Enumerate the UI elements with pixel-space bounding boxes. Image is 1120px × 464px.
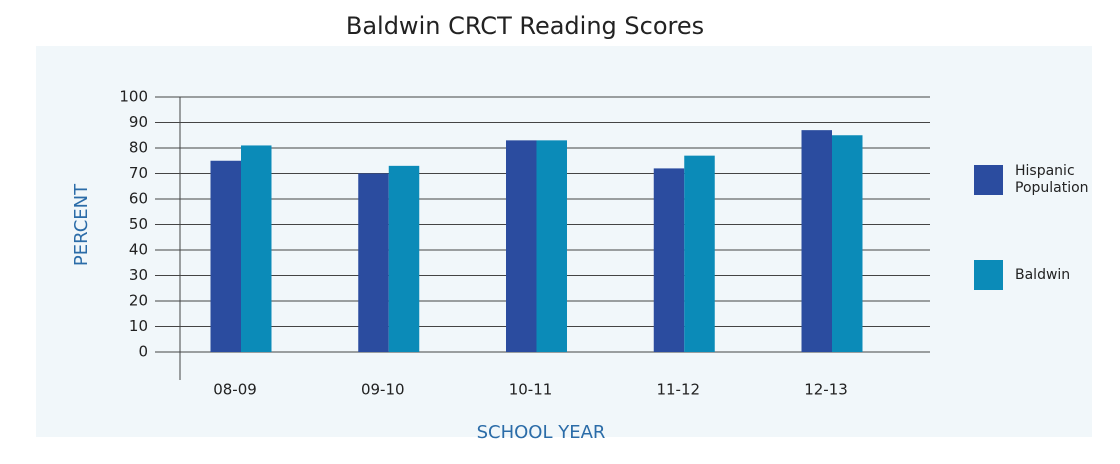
y-tick-label: 0 — [138, 343, 148, 361]
y-tick-label: 70 — [129, 164, 148, 182]
x-axis-label: SCHOOL YEAR — [477, 422, 606, 443]
bar — [506, 140, 537, 352]
x-tick-label: 09-10 — [361, 381, 405, 399]
x-tick-label: 10-11 — [509, 381, 553, 399]
chart-title: Baldwin CRCT Reading Scores — [346, 12, 704, 40]
bar — [684, 155, 715, 352]
legend-label: Hispanic Population — [1015, 163, 1089, 196]
y-axis-label: PERCENT — [71, 183, 92, 266]
bar — [210, 160, 241, 352]
y-tick-label: 50 — [129, 215, 148, 233]
x-tick-label: 08-09 — [213, 381, 257, 399]
legend-swatch — [974, 260, 1003, 290]
bar — [388, 165, 420, 352]
y-tick-label: 80 — [129, 139, 148, 157]
y-tick-label: 20 — [129, 292, 148, 310]
y-tick-label: 30 — [129, 266, 148, 284]
y-tick-label: 100 — [119, 88, 148, 106]
y-tick-label: 90 — [129, 113, 148, 131]
x-tick-label: 11-12 — [656, 381, 700, 399]
y-tick-label: 40 — [129, 241, 148, 259]
bar — [358, 173, 389, 352]
bar — [241, 145, 272, 352]
bar — [801, 130, 832, 352]
y-tick-label: 60 — [129, 190, 148, 208]
legend-label: Baldwin — [1015, 266, 1071, 283]
x-tick-label: 12-13 — [804, 381, 848, 399]
bar — [536, 140, 567, 352]
legend-swatch — [974, 165, 1003, 195]
bar — [832, 135, 863, 352]
y-tick-label: 10 — [129, 317, 148, 335]
bar — [653, 168, 685, 352]
